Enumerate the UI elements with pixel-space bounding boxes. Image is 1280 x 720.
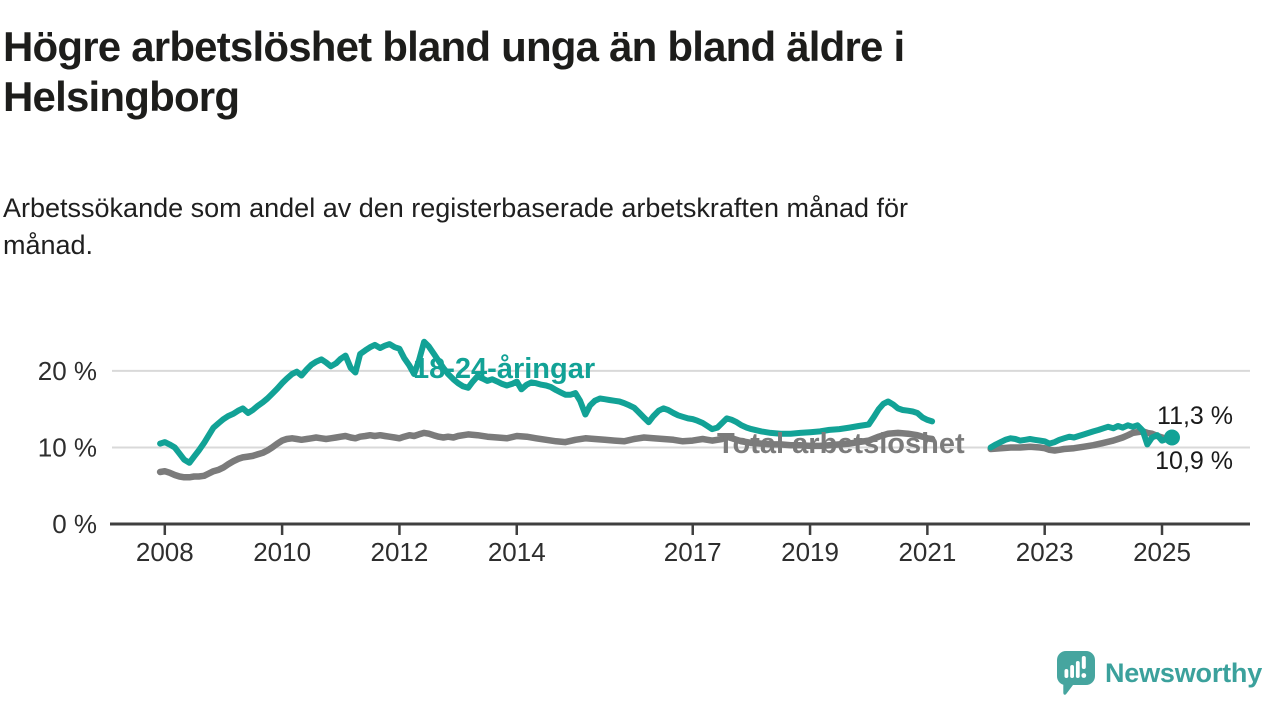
x-tick-label: 2008	[136, 537, 194, 567]
y-tick-label: 0 %	[52, 509, 97, 539]
y-tick-label: 10 %	[38, 432, 97, 462]
series-line-total	[987, 428, 1176, 454]
y-tick-label: 20 %	[38, 356, 97, 386]
chart-subtitle: Arbetssökande som andel av den registerb…	[3, 193, 909, 260]
newsworthy-logo: Newsworthy	[1056, 650, 1262, 696]
end-value-label-total: 10,9 %	[1155, 447, 1233, 475]
x-tick-label: 2025	[1133, 537, 1191, 567]
x-tick-label: 2014	[488, 537, 546, 567]
page-title: Högre arbetslöshet bland unga än bland ä…	[3, 23, 905, 120]
x-tick-label: 2021	[898, 537, 956, 567]
x-tick-label: 2023	[1016, 537, 1074, 567]
series-label-youth: 18-24-åringar	[413, 353, 595, 385]
end-value-label-youth: 11,3 %	[1157, 402, 1233, 430]
unemployment-line-chart-svg: 0 % 10 % 20 % 2008 2010 2012 2014 2017 2019 2021 2…	[38, 338, 1250, 567]
series-label-total: Total arbetslöshet	[717, 428, 965, 460]
newsworthy-logo-icon	[1056, 651, 1095, 695]
line-chart: 0 % 10 % 20 % 2008 2010 2012 2014 2017 2019 2021 2…	[0, 300, 1280, 590]
x-tick-label: 2010	[253, 537, 311, 567]
series-line-youth	[157, 338, 936, 466]
x-tick-label: 2019	[781, 537, 839, 567]
x-tick-label: 2012	[371, 537, 429, 567]
x-tick-label: 2017	[664, 537, 722, 567]
newsworthy-logo-text: Newsworthy	[1105, 657, 1263, 688]
series-line-total	[156, 429, 936, 481]
series-end-dot-youth	[1163, 429, 1180, 446]
series-line-youth	[987, 422, 1175, 451]
